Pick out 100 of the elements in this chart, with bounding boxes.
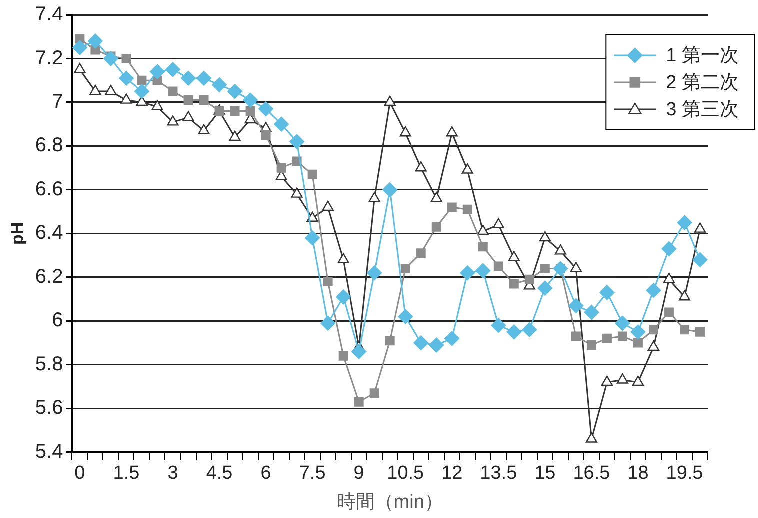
point [492,218,504,229]
point [382,182,398,198]
point [662,242,677,257]
point [166,62,180,78]
point [494,262,504,272]
x-tick-label: 1.5 [113,463,140,484]
point [478,242,488,252]
point [352,344,367,360]
point [290,134,305,150]
point [524,274,534,284]
point [616,374,629,384]
point [261,130,271,140]
point [692,252,708,268]
point [308,170,318,180]
point [540,264,550,274]
point [678,290,691,301]
point [198,124,210,135]
point [539,231,551,242]
legend-label: 1 第一次 [666,46,740,67]
point [400,264,410,274]
x-tick-label: 7.5 [299,463,326,484]
point [243,92,258,108]
point [538,280,553,296]
point [90,84,102,96]
point [432,222,442,232]
point [696,327,705,337]
point [72,40,88,56]
point [615,316,630,331]
point [228,84,243,100]
y-axis-title: pH [8,222,27,246]
point [150,64,165,80]
point [322,200,334,212]
point [118,70,134,86]
point [571,332,581,342]
point [444,331,460,346]
y-tick-label: 6.6 [35,178,64,200]
point [509,279,519,289]
point [368,192,380,202]
x-tick-label: 13.5 [480,463,518,484]
point [664,308,674,318]
point [586,432,598,443]
point [367,266,382,281]
legend-label: 3 第三次 [666,100,740,121]
point [414,336,429,351]
point [415,161,427,172]
point [586,340,596,350]
point [122,54,132,64]
x-tick-label: 12 [442,463,463,484]
point [680,325,690,335]
point [648,340,660,352]
point [103,51,118,66]
point [633,338,643,348]
point [181,70,196,86]
legend-label: 2 第二次 [666,72,740,94]
point [506,324,522,340]
y-tick-label: 7 [52,90,64,113]
x-tick-label: 16.5 [573,463,610,484]
point [196,70,212,86]
y-tick-label: 6.8 [35,134,64,157]
point [522,322,538,338]
point [429,338,444,353]
point [477,224,489,236]
point [134,84,150,100]
point [230,106,240,116]
point [648,325,658,335]
point [212,77,228,92]
y-tick-label: 7.4 [35,4,64,26]
point [553,261,568,276]
point [630,324,646,340]
point [476,263,491,278]
point [447,202,457,212]
point [602,334,612,344]
point [400,126,412,137]
point [74,63,86,74]
y-tick-label: 5.8 [35,353,64,376]
point [105,84,117,96]
point [384,96,396,106]
point [336,290,352,305]
point [199,96,209,106]
point [229,130,241,142]
x-tick-label: 3 [168,463,178,484]
x-tick-label: 4.5 [206,463,233,484]
point [570,262,582,272]
point [370,388,380,398]
point [246,106,256,116]
point [274,116,290,132]
point [323,277,333,287]
point [398,309,414,324]
point [618,332,628,342]
point [462,204,472,214]
point [584,304,600,320]
point [632,376,644,386]
point [508,251,520,262]
point [646,283,662,298]
point [568,298,584,314]
y-tick-label: 6 [52,310,64,332]
point [338,351,348,361]
x-tick-label: 9 [354,463,364,484]
x-tick-label: 15 [534,463,556,484]
point [88,34,103,49]
